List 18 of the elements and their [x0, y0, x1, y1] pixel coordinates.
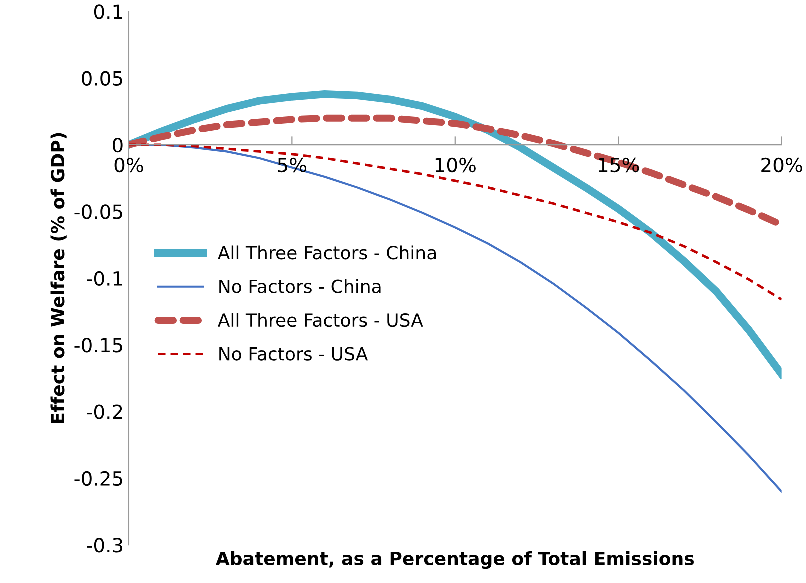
y-tick-label: 0.1	[94, 4, 122, 20]
legend-label: No Factors - USA	[220, 347, 368, 361]
y-tick-label: -0.1	[87, 271, 122, 286]
y-tick-label: -0.3	[87, 538, 123, 553]
x-axis-title: Abatement, as a Percentage of Total Emissions	[216, 552, 694, 570]
y-tick-label: -0.2	[87, 404, 122, 420]
y-tick-label: -0.15	[74, 338, 122, 353]
legend-label: All Three Factors - USA	[218, 313, 424, 328]
x-tick-label: 0%	[114, 158, 144, 173]
y-tick-label: 0.05	[82, 71, 122, 86]
x-tick-label: 20%	[762, 158, 802, 173]
y-tick-label: -0.05	[74, 204, 122, 220]
legend-label: No Factors - China	[220, 279, 381, 294]
x-tick-label: 10%	[436, 158, 476, 173]
legend-label: All Three Factors - China	[218, 246, 436, 260]
y-tick-label: -0.25	[74, 471, 122, 486]
y-tick-label: 0	[113, 138, 123, 153]
y-axis-title: Effect on Welfare (% of GDP)	[50, 133, 67, 424]
